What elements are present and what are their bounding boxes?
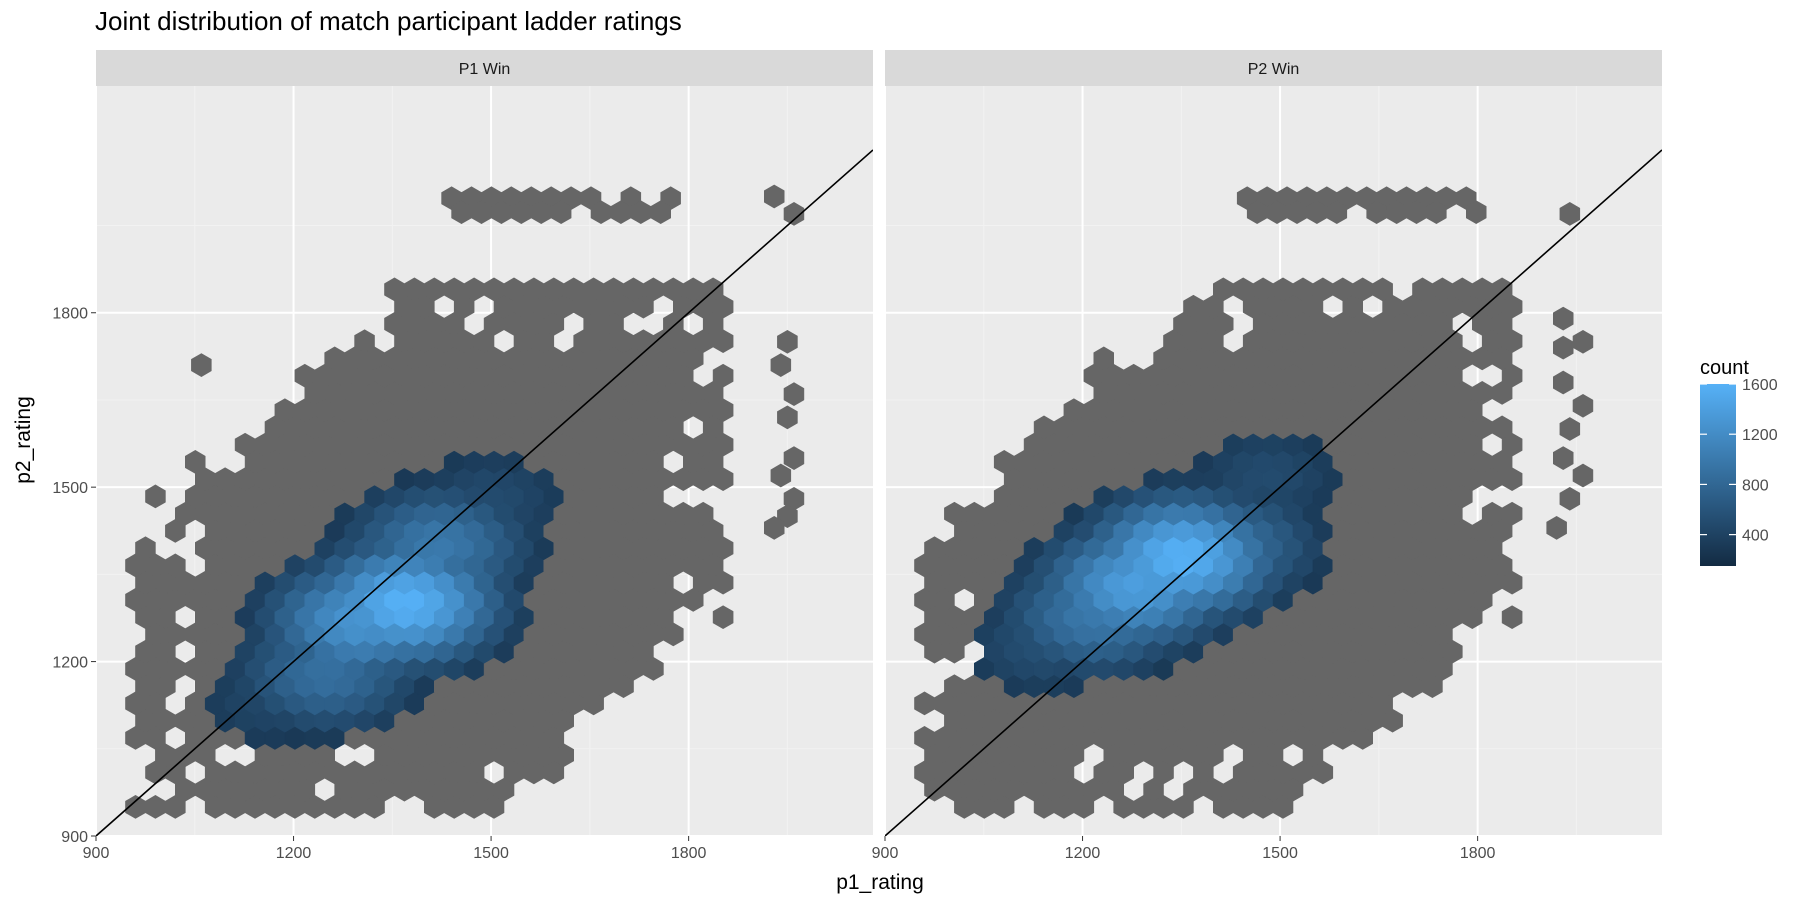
x-axis-title: p1_rating — [836, 871, 924, 894]
hex-cell — [354, 329, 375, 354]
x-tick-label: 1800 — [1460, 845, 1496, 862]
x-tick-label: 1200 — [276, 845, 312, 862]
hex-cell-outlier — [1559, 202, 1581, 226]
legend-tick-label: 800 — [1742, 477, 1769, 494]
legend-tick-label: 400 — [1742, 528, 1769, 545]
y-tick-label: 1500 — [52, 480, 88, 497]
x-tick-label: 900 — [872, 845, 899, 862]
x-tick-label: 1500 — [1262, 845, 1298, 862]
hex-cell-outlier — [783, 202, 805, 226]
hex-cell — [1372, 277, 1393, 302]
hex-cell-outlier — [1553, 370, 1574, 395]
hex-cell — [1093, 346, 1114, 371]
hexbin-layer — [125, 184, 805, 819]
hex-cell — [1326, 200, 1348, 225]
hex-cell — [550, 200, 572, 225]
hex-cell-outlier — [1559, 417, 1581, 441]
hexbin-layer — [914, 186, 1594, 819]
facet-panel-1: P1 Win 900 1200 1500 1800 900 1200 1500 1800 — [52, 50, 873, 862]
x-tick-label: 1500 — [473, 845, 509, 862]
hex-cell-outlier — [777, 405, 798, 430]
x-tick-label: 900 — [83, 845, 110, 862]
hex-cell-outlier — [783, 446, 805, 470]
y-tick-label: 1800 — [52, 306, 88, 323]
hex-cell-outlier — [1553, 335, 1574, 360]
facet-strip-label: P1 Win — [459, 61, 511, 78]
hex-cell-outlier — [1572, 329, 1594, 354]
count-legend: count 400 800 1200 1600 — [1700, 357, 1778, 566]
hex-cell — [1501, 501, 1523, 526]
facet-strip — [96, 50, 873, 86]
y-axis-title: p2_rating — [12, 396, 35, 484]
legend-tick-label: 1600 — [1742, 377, 1778, 394]
hex-cell — [135, 536, 156, 561]
hex-cell — [1491, 415, 1513, 440]
hex-cell-outlier — [777, 329, 798, 354]
facet-strip-label: P2 Win — [1248, 61, 1300, 78]
legend-colorbar — [1700, 384, 1736, 566]
hex-cell-outlier — [1572, 463, 1594, 488]
hex-cell-outlier — [783, 486, 805, 511]
hex-cell — [185, 450, 206, 474]
hex-cell — [1466, 200, 1487, 225]
y-tick-label: 1200 — [52, 655, 88, 672]
y-tick-label: 900 — [61, 829, 88, 846]
facet-panel-2: P2 Win 900 1200 1500 1800 — [872, 50, 1662, 862]
facet-strip — [885, 50, 1662, 86]
hex-cell — [712, 363, 734, 388]
hex-cell-outlier — [1572, 393, 1594, 418]
hex-cell — [692, 501, 714, 526]
reference-line — [96, 149, 873, 836]
hex-cell-outlier — [770, 353, 792, 377]
hex-cell — [1501, 605, 1523, 630]
hex-cell — [1426, 200, 1447, 225]
hex-cell-outlier — [763, 516, 785, 540]
legend-tick-label: 1200 — [1742, 427, 1778, 444]
hex-cell — [165, 553, 186, 578]
hex-cell-outlier — [191, 353, 212, 377]
hex-cell-outlier — [770, 463, 792, 488]
hex-cell-outlier — [1546, 516, 1567, 540]
chart-title: Joint distribution of match participant … — [95, 6, 682, 36]
hex-cell — [650, 200, 672, 225]
hex-cell-outlier — [763, 184, 785, 209]
hex-cell — [712, 605, 734, 630]
hex-cell-outlier — [783, 382, 805, 406]
legend-title: count — [1700, 357, 1749, 379]
x-tick-label: 1800 — [671, 845, 707, 862]
hex-cell — [145, 484, 166, 509]
hex-cell-outlier — [1553, 306, 1574, 331]
x-tick-label: 1200 — [1065, 845, 1101, 862]
hex-cell-outlier — [1559, 486, 1581, 511]
hex-cell-outlier — [1553, 446, 1574, 470]
reference-line — [885, 149, 1662, 836]
